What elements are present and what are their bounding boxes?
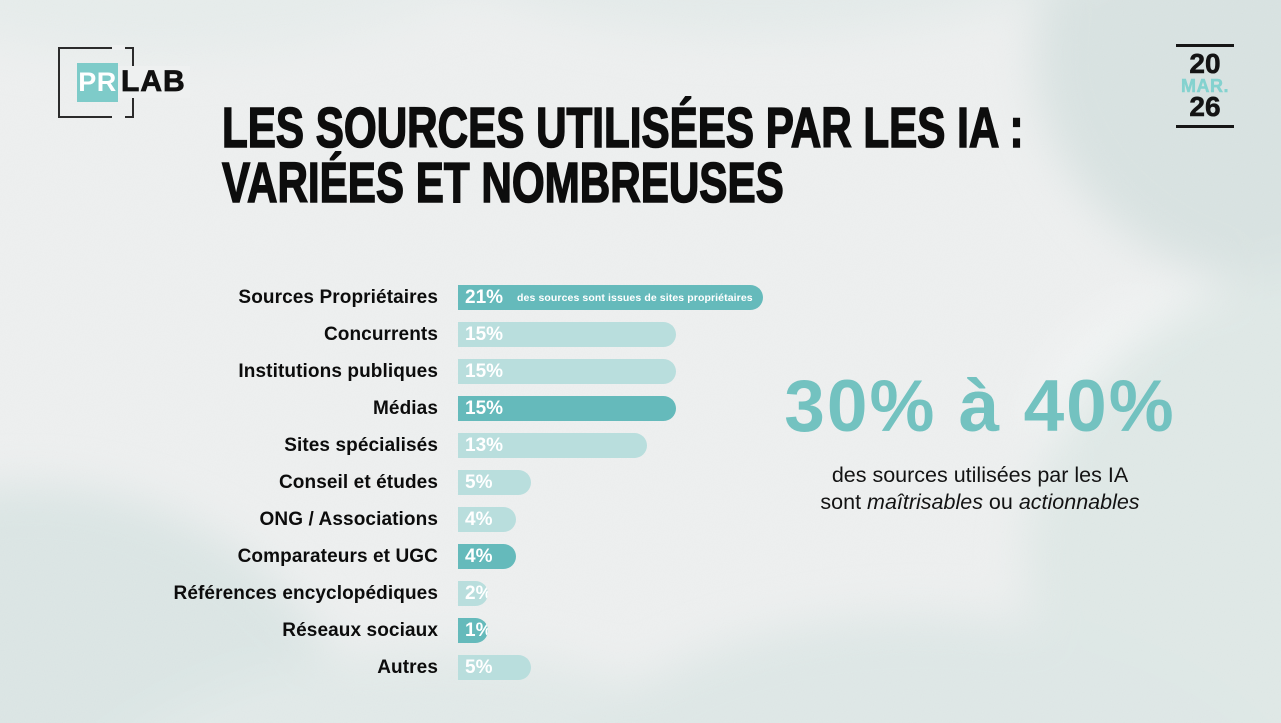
page-title-line1: LES SOURCES UTILISÉES PAR LES IA : [221,96,1024,160]
callout-subtext-line1: des sources utilisées par les IA [831,463,1129,487]
logo-pr-mark: PR [77,63,118,102]
callout-sub-prefix: sont [820,489,868,514]
bar-label: Références encyclopédiques [173,582,438,604]
chart-row: Références encyclopédiques 2% [128,581,763,606]
bar-value: 5% [465,656,493,678]
callout: 30% à 40% des sources utilisées par les … [758,370,1202,516]
bar: 21% des sources sont issues de sites prop… [458,285,763,310]
logo-lab-wordmark: LAB [118,65,190,98]
callout-headline: 30% à 40% [784,366,1176,447]
bar: 1% [458,618,488,643]
callout-subtext: des sources utilisées par les IA sont ma… [758,462,1202,516]
bar: 4% [458,544,516,569]
bar-value: 15% [465,397,504,419]
chart-row: Conseil et études 5% [128,470,763,495]
bar-label: Réseaux sociaux [282,619,438,641]
page-title: LES SOURCES UTILISÉES PAR LES IA : VARIÉ… [221,96,1024,216]
page-title-line2: VARIÉES ET NOMBREUSES [221,151,784,216]
bar-label: Comparateurs et UGC [237,545,438,567]
bar: 15% [458,359,676,384]
callout-sub-italic1: maîtrisables [867,489,983,514]
date-month: MAR. [1181,75,1229,96]
logo-frame-notch-top [112,45,125,50]
bar-value: 4% [465,508,493,530]
bar-label: Concurrents [323,323,438,345]
chart-row: ONG / Associations 4% [128,507,763,532]
bar-value: 15% [465,323,504,345]
bar: 4% [458,507,516,532]
logo-frame: PR [58,45,134,120]
chart-row: Institutions publiques 15% [128,359,763,384]
bar-label: ONG / Associations [259,508,438,530]
bar-value: 5% [465,471,493,493]
bar-label: Médias [372,397,438,419]
date-year: 26 [1189,90,1221,122]
bar-value: 2% [465,582,488,604]
callout-sub-italic2: actionnables [1018,489,1140,514]
bar: 15% [458,396,676,421]
bar-value: 13% [465,434,504,456]
chart-row: Réseaux sociaux 1% [128,618,763,643]
bar-label: Institutions publiques [238,360,438,382]
date-block: 20 MAR. 26 [1176,44,1234,129]
callout-sub-mid: ou [982,489,1019,514]
chart-row: Autres 5% [128,655,763,680]
bar-value: 1% [465,619,488,641]
bar-value: 21% [465,286,504,308]
bar-label: Conseil et études [278,471,438,493]
bar-value: 15% [465,360,504,382]
bar: 5% [458,470,531,495]
chart-row: Sites spécialisés 13% [128,433,763,458]
bar-value: 4% [465,545,493,567]
chart-row: Médias 15% [128,396,763,421]
chart-row: Sources Propriétaires 21% des sources sont… [128,285,763,310]
bar-annotation: des sources sont issues de sites proprié… [517,291,753,304]
bar-label: Sources Propriétaires [238,286,438,308]
logo-frame-notch-bottom [112,115,125,120]
chart-row: Comparateurs et UGC 4% [128,544,763,569]
prlab-logo: PR LAB [58,45,190,120]
bar-chart: Sources Propriétaires 21% des sources sont… [128,285,763,692]
date-day: 20 [1189,48,1221,79]
chart-row: Concurrents 15% [128,322,763,347]
bar: 15% [458,322,676,347]
bar: 2% [458,581,488,606]
bar-label: Sites spécialisés [284,434,438,456]
bar-label: Autres [377,656,438,678]
callout-subtext-line2: sont maîtrisables ou actionnables [758,489,1202,516]
bar: 13% [458,433,647,458]
bar: 5% [458,655,531,680]
